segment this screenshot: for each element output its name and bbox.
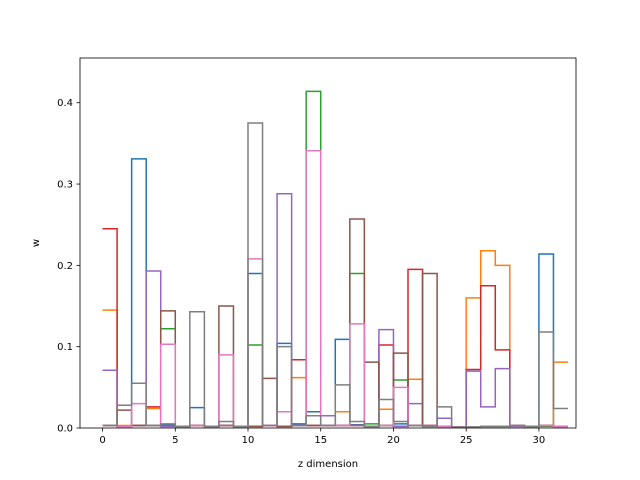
series-layer [102,90,568,428]
x-axis: 0 5 10 15 20 25 30 [99,428,545,446]
x-tick-label: 20 [387,435,400,446]
series-line-8 [102,122,568,428]
x-tick-label: 10 [242,435,255,446]
x-tick-label: 15 [314,435,327,446]
x-axis-label: z dimension [298,459,358,470]
y-tick-label: 0.3 [57,180,73,191]
plot-frame [79,57,577,429]
x-tick-label: 30 [533,435,546,446]
y-tick-label: 0.4 [57,98,73,109]
x-tick-label: 5 [172,435,178,446]
y-axis-label: w [31,239,42,247]
y-axis: 0.0 0.1 0.2 0.3 0.4 [57,98,80,435]
y-tick-label: 0.2 [57,261,73,272]
y-tick-label: 0.0 [57,424,73,435]
plot-background [80,58,576,428]
y-tick-label: 0.1 [57,342,73,353]
x-tick-label: 25 [460,435,473,446]
x-tick-label: 0 [99,435,105,446]
